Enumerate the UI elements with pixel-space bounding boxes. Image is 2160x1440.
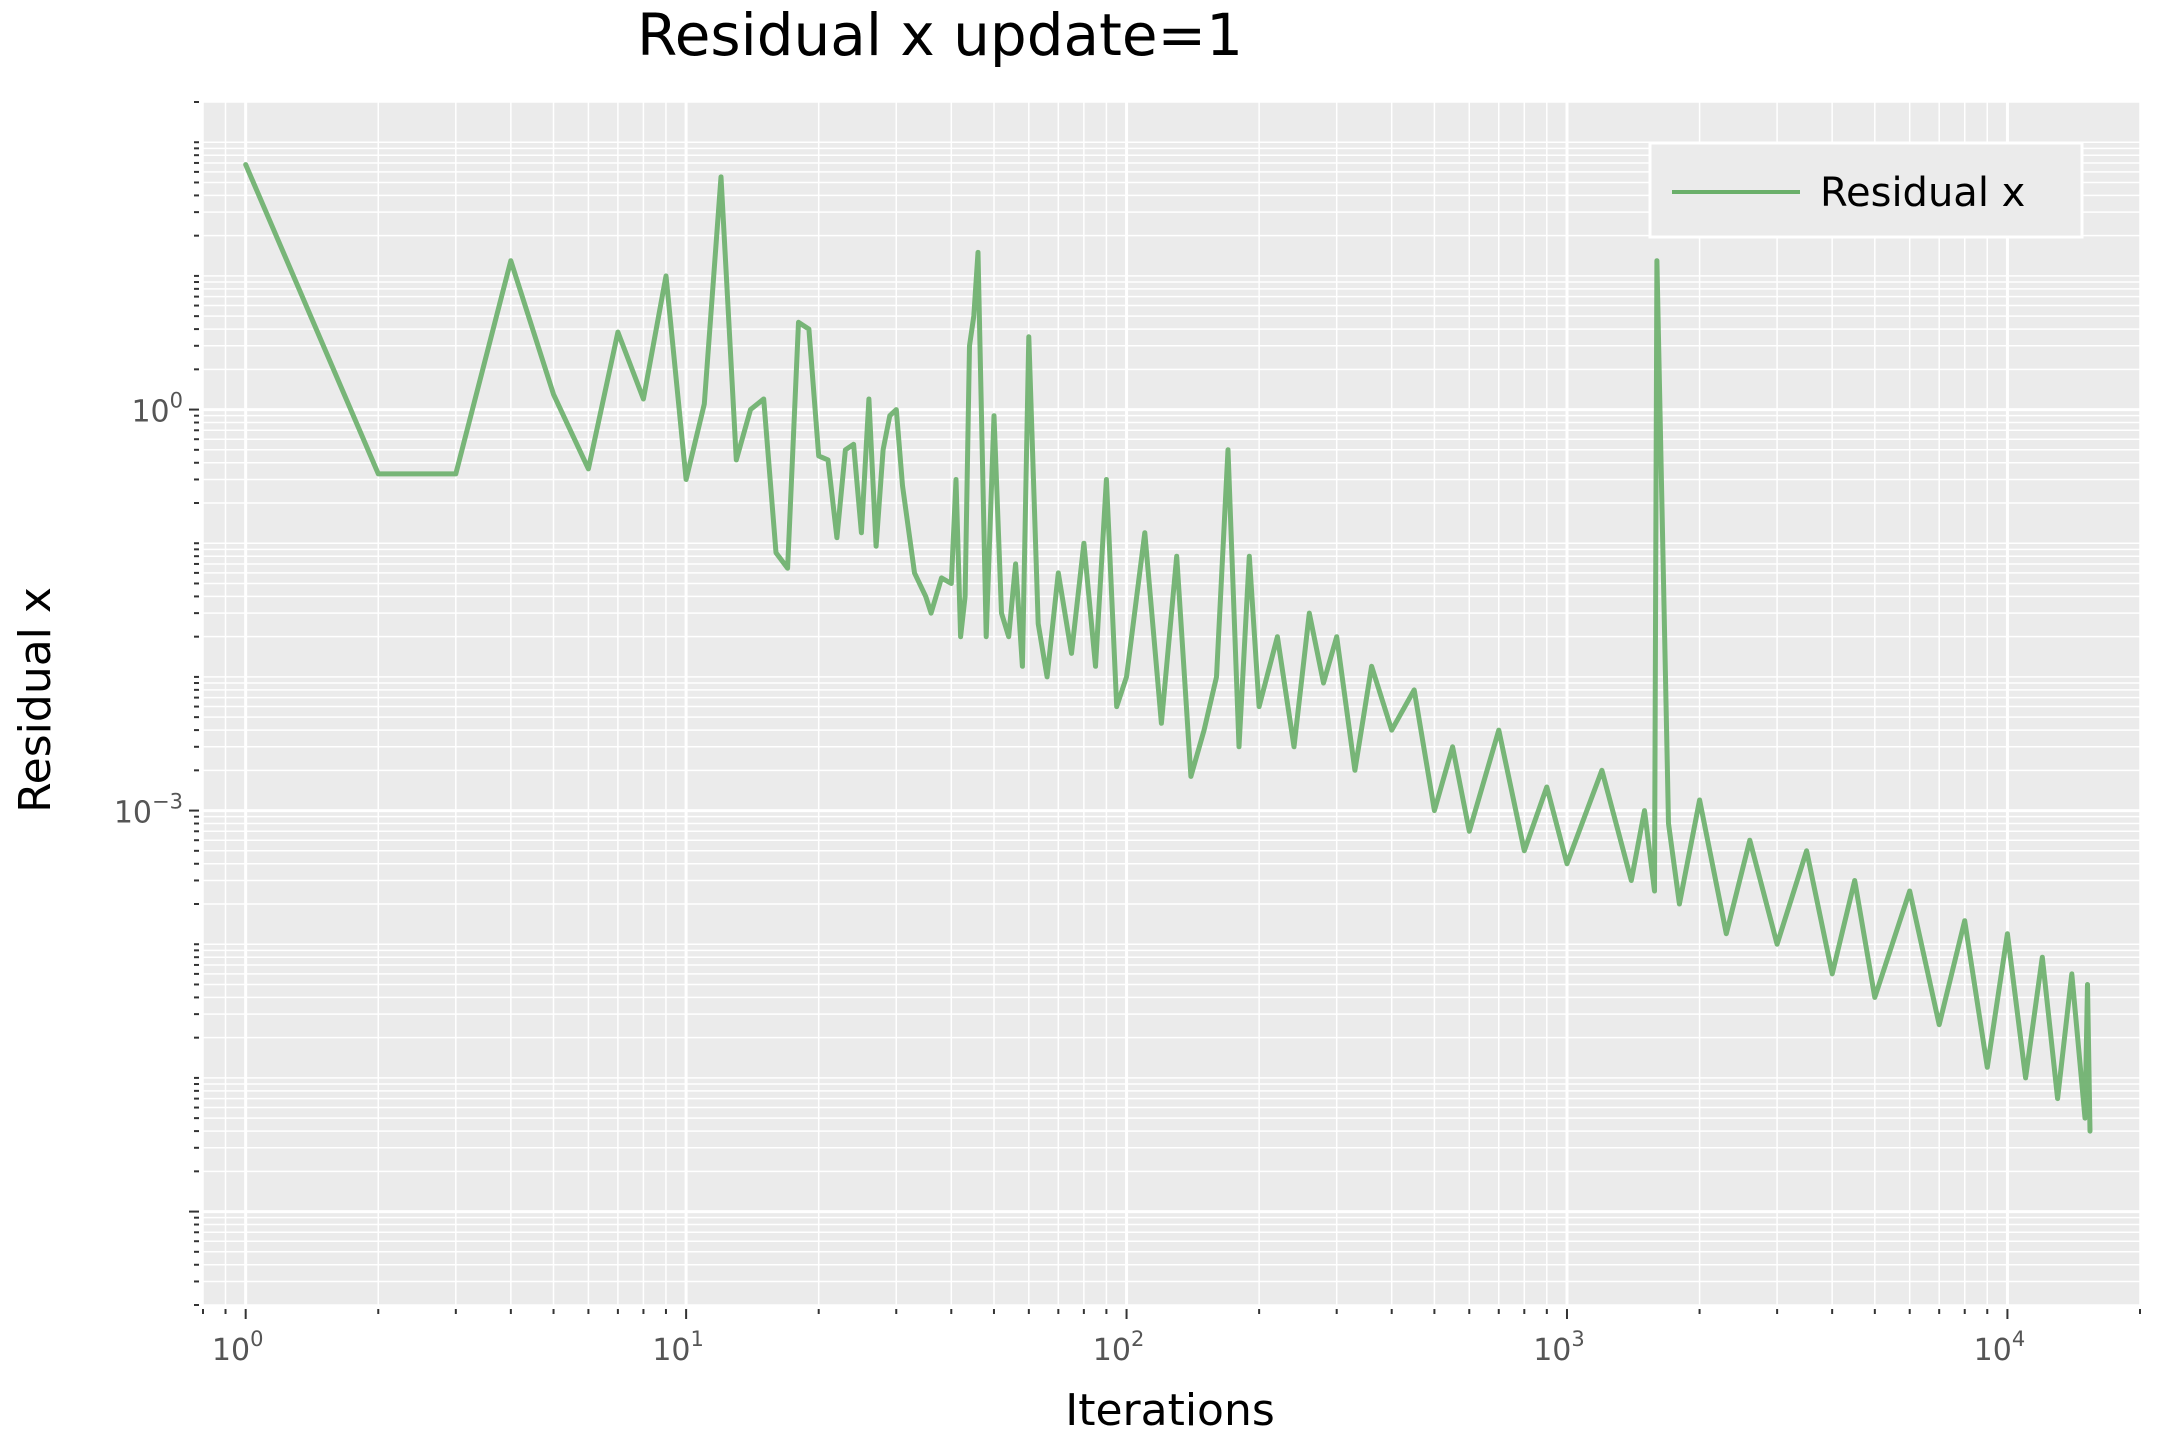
y-axis-label: Residual x — [10, 587, 61, 813]
x-axis-label: Iterations — [1065, 1385, 1275, 1436]
grid-lines — [202, 101, 2141, 1306]
y-tick-label: 10−3 — [114, 790, 183, 831]
legend: Residual x — [1648, 141, 2084, 239]
axis-ticks: 100 101 102 103 104 100 10−3 — [114, 101, 2141, 1368]
x-tick-label: 100 — [212, 1327, 264, 1368]
chart-title: Residual x update=1 — [637, 1, 1243, 69]
legend-label: Residual x — [1820, 170, 2025, 216]
x-tick-label: 101 — [652, 1327, 704, 1368]
x-tick-label: 102 — [1093, 1327, 1145, 1368]
x-tick-label: 104 — [1974, 1327, 2026, 1368]
series-line-0 — [243, 162, 2093, 1134]
x-tick-label: 103 — [1533, 1327, 1585, 1368]
series-layer — [243, 162, 2093, 1134]
y-tick-label: 100 — [131, 389, 183, 430]
